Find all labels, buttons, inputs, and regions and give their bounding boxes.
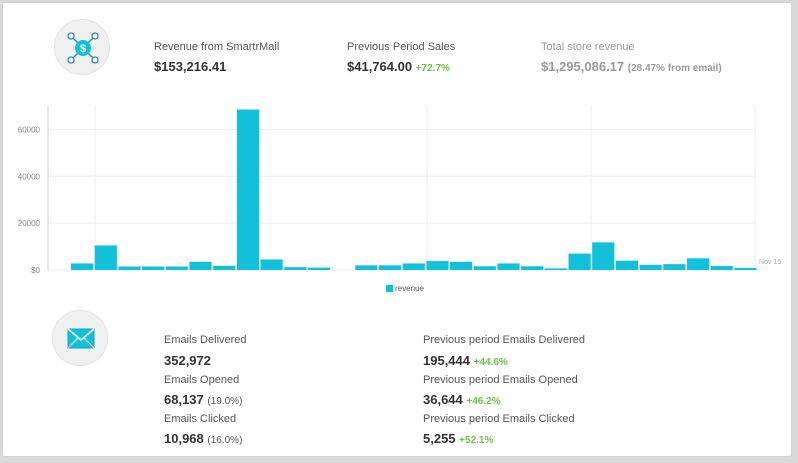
total-revenue-label: Total store revenue (541, 41, 635, 53)
revenue-bar (592, 242, 615, 270)
dollar-network-icon: $ (67, 32, 99, 64)
y-tick-label: $0 (31, 266, 40, 275)
revenue-bar (142, 266, 165, 270)
revenue-bar (568, 253, 591, 270)
x-tick-label-last: Nov 15 (759, 259, 781, 266)
emails-clicked-value: 10,968 (164, 431, 204, 446)
revenue-bar (615, 260, 639, 270)
revenue-card: $ Revenue from SmartrMail $153,216.41 Pr… (2, 2, 792, 457)
revenue-bar (236, 109, 260, 270)
revenue-bar (402, 263, 425, 270)
revenue-bar (521, 266, 544, 270)
prev-clicked-label: Previous period Emails Clicked (423, 413, 575, 425)
revenue-bar (473, 266, 496, 270)
prev-delivered-value: 195,444 (423, 353, 470, 368)
chart-y-axis: $0 20000 40000 60000 Nov 15 (18, 106, 781, 275)
prev-opened-label: Previous period Emails Opened (423, 374, 578, 386)
total-revenue-row: $1,295,086.17 (28.47% from email) (541, 59, 722, 74)
revenue-bar (663, 264, 686, 270)
revenue-bar (355, 265, 378, 270)
chart-grid (48, 106, 756, 271)
prev-sales-value: $41,764.00 (347, 59, 413, 74)
legend-swatch (386, 285, 393, 292)
prev-sales-label: Previous Period Sales (347, 41, 456, 53)
revenue-value: $153,216.41 (154, 59, 227, 74)
revenue-bar (544, 268, 567, 270)
chart-legend: revenue (386, 284, 424, 293)
emails-opened-value: 68,137 (164, 392, 204, 407)
prev-delivered-change: +44.6% (473, 357, 508, 368)
revenue-label: Revenue from SmartrMail (154, 41, 280, 53)
prev-delivered-label: Previous period Emails Delivered (423, 334, 586, 346)
prev-sales-row: $41,764.00 +72.7% (347, 59, 450, 74)
emails-opened-row: 68,137 (19.0%) (164, 392, 242, 407)
y-tick-label: 60000 (18, 125, 41, 134)
emails-delivered-value: 352,972 (164, 353, 211, 368)
svg-text:$: $ (80, 43, 86, 55)
revenue-bar (94, 245, 117, 270)
revenue-bar (307, 267, 331, 270)
revenue-bar (118, 266, 141, 270)
prev-opened-value: 36,644 (423, 392, 463, 407)
emails-delivered-label: Emails Delivered (164, 334, 247, 346)
revenue-bar (260, 259, 283, 270)
emails-opened-pct: (19.0%) (207, 396, 243, 407)
revenue-bar (189, 261, 212, 270)
revenue-bar (284, 267, 307, 270)
prev-opened-change: +46.2% (466, 396, 501, 407)
prev-clicked-row: 5,255 +52.1% (423, 431, 493, 446)
total-revenue-pct: (28.47% from email) (627, 63, 722, 74)
revenue-bar (710, 266, 733, 270)
emails-clicked-pct: (16.0%) (207, 435, 243, 446)
revenue-bar (71, 263, 94, 270)
y-tick-label: 20000 (18, 219, 41, 228)
revenue-bar (450, 261, 473, 270)
total-revenue-value: $1,295,086.17 (541, 59, 625, 74)
prev-clicked-value: 5,255 (423, 431, 456, 446)
legend-label: revenue (395, 284, 424, 293)
prev-opened-row: 36,644 +46.2% (423, 392, 501, 407)
revenue-icon-circle: $ (54, 19, 110, 75)
revenue-bar (734, 267, 757, 270)
envelope-icon (67, 328, 95, 349)
prev-sales-change: +72.7% (415, 63, 450, 74)
revenue-bar (639, 264, 662, 270)
prev-clicked-change: +52.1% (459, 435, 494, 446)
y-tick-label: 40000 (18, 172, 41, 181)
chart-bars (71, 109, 757, 270)
revenue-bar (426, 261, 449, 270)
revenue-bar (686, 258, 710, 270)
emails-opened-label: Emails Opened (164, 374, 240, 386)
emails-clicked-row: 10,968 (16.0%) (164, 431, 242, 446)
emails-clicked-label: Emails Clicked (164, 413, 237, 425)
revenue-bar-chart: $0 20000 40000 60000 Nov 15 (18, 106, 781, 275)
revenue-bar (497, 263, 520, 270)
revenue-bar (378, 265, 402, 270)
email-icon-circle (52, 310, 108, 366)
revenue-bar (165, 266, 188, 270)
revenue-bar (213, 265, 236, 270)
prev-delivered-row: 195,444 +44.6% (423, 353, 508, 368)
